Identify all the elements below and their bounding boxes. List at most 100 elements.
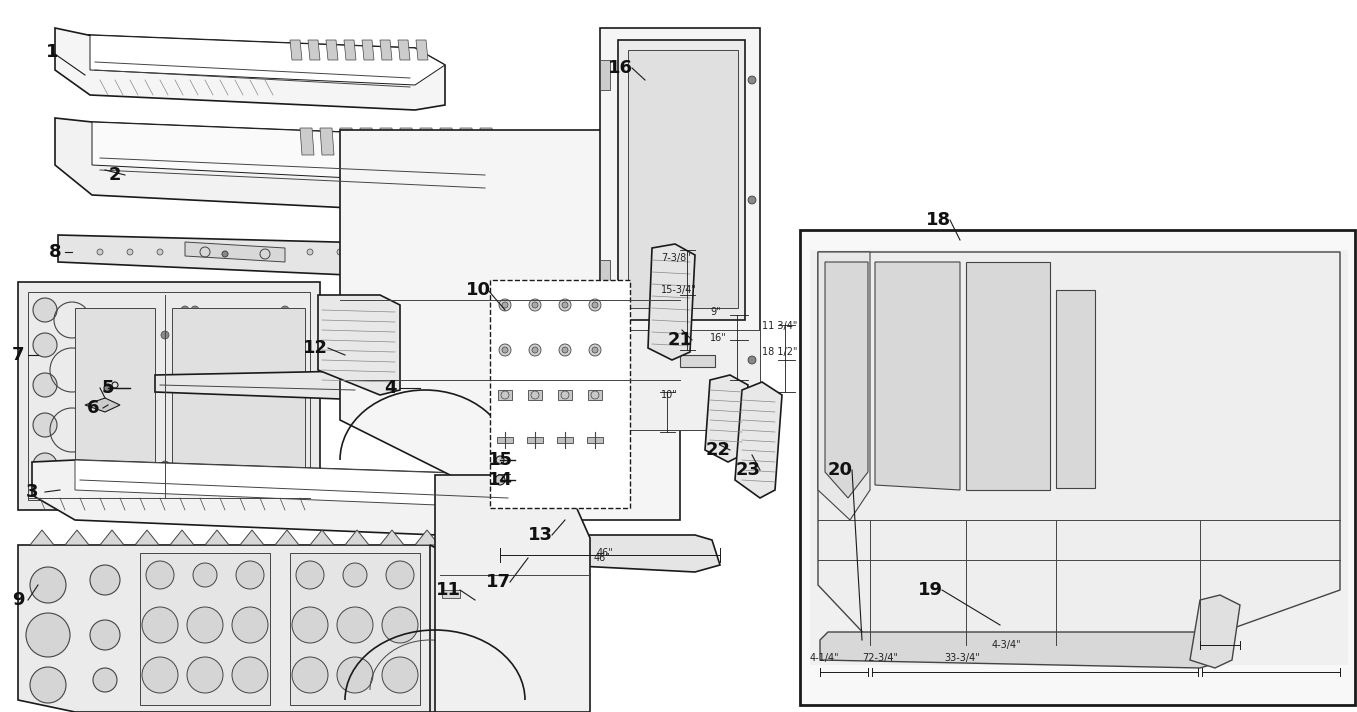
- Circle shape: [90, 565, 119, 595]
- Polygon shape: [308, 40, 320, 60]
- Text: 7: 7: [12, 346, 24, 364]
- Polygon shape: [825, 262, 868, 498]
- Circle shape: [497, 456, 503, 464]
- Bar: [680, 355, 715, 367]
- Polygon shape: [380, 40, 392, 60]
- Polygon shape: [465, 370, 478, 398]
- Circle shape: [748, 356, 756, 364]
- Polygon shape: [735, 382, 782, 498]
- Polygon shape: [380, 530, 404, 545]
- Polygon shape: [170, 530, 194, 545]
- Polygon shape: [56, 28, 445, 110]
- Circle shape: [94, 668, 117, 692]
- Text: 7-3/8": 7-3/8": [661, 253, 691, 263]
- Polygon shape: [75, 460, 546, 508]
- Polygon shape: [75, 308, 155, 490]
- Text: 16: 16: [608, 59, 632, 77]
- Circle shape: [383, 607, 418, 643]
- Circle shape: [30, 567, 66, 603]
- Text: 17: 17: [486, 573, 510, 591]
- Polygon shape: [480, 128, 494, 155]
- Circle shape: [33, 373, 57, 397]
- Text: 4-1/4": 4-1/4": [810, 653, 840, 663]
- Polygon shape: [1056, 290, 1095, 488]
- Circle shape: [307, 249, 313, 255]
- Circle shape: [296, 561, 324, 589]
- Polygon shape: [436, 475, 590, 712]
- Polygon shape: [451, 530, 474, 545]
- Circle shape: [157, 249, 163, 255]
- Text: 2: 2: [109, 166, 121, 184]
- Polygon shape: [341, 128, 354, 155]
- Text: 33-3/4": 33-3/4": [944, 653, 980, 663]
- Polygon shape: [375, 370, 387, 398]
- Polygon shape: [421, 128, 434, 155]
- Text: 11: 11: [436, 581, 460, 599]
- Polygon shape: [415, 530, 440, 545]
- Polygon shape: [155, 368, 528, 405]
- Circle shape: [499, 344, 512, 356]
- Circle shape: [187, 657, 223, 693]
- Bar: [600, 260, 611, 290]
- Circle shape: [180, 306, 189, 314]
- Polygon shape: [818, 252, 1339, 655]
- Text: 19: 19: [917, 581, 943, 599]
- Circle shape: [748, 76, 756, 84]
- Polygon shape: [430, 545, 480, 712]
- Polygon shape: [30, 530, 54, 545]
- Polygon shape: [628, 50, 738, 308]
- Circle shape: [281, 306, 289, 314]
- Text: 21: 21: [668, 331, 692, 349]
- Polygon shape: [875, 262, 959, 490]
- Polygon shape: [480, 370, 493, 398]
- Polygon shape: [56, 118, 520, 215]
- Text: 12: 12: [303, 339, 327, 357]
- Polygon shape: [18, 282, 320, 510]
- Bar: [600, 60, 611, 90]
- Circle shape: [281, 494, 289, 502]
- Polygon shape: [33, 460, 546, 538]
- Circle shape: [193, 563, 217, 587]
- Polygon shape: [558, 390, 573, 400]
- Circle shape: [26, 613, 71, 657]
- Polygon shape: [100, 530, 123, 545]
- Polygon shape: [362, 40, 375, 60]
- Circle shape: [562, 302, 569, 308]
- Circle shape: [217, 249, 223, 255]
- Polygon shape: [205, 530, 229, 545]
- Polygon shape: [85, 398, 119, 412]
- Text: 11 3/4": 11 3/4": [763, 321, 798, 331]
- Polygon shape: [389, 370, 402, 398]
- Circle shape: [187, 607, 223, 643]
- Polygon shape: [497, 437, 513, 443]
- Circle shape: [562, 347, 569, 353]
- Polygon shape: [360, 370, 372, 398]
- Polygon shape: [345, 530, 369, 545]
- Circle shape: [142, 657, 178, 693]
- Circle shape: [236, 561, 265, 589]
- Circle shape: [502, 347, 508, 353]
- Circle shape: [592, 302, 598, 308]
- Polygon shape: [436, 370, 446, 398]
- Text: 23: 23: [735, 461, 760, 479]
- Polygon shape: [820, 632, 1220, 668]
- Circle shape: [33, 453, 57, 477]
- Circle shape: [559, 344, 571, 356]
- Circle shape: [337, 607, 373, 643]
- Polygon shape: [1190, 595, 1240, 668]
- Polygon shape: [451, 370, 461, 398]
- Bar: [490, 280, 630, 508]
- Text: 9": 9": [710, 307, 721, 317]
- Text: 18: 18: [925, 211, 950, 229]
- Circle shape: [33, 333, 57, 357]
- Polygon shape: [58, 235, 440, 278]
- Circle shape: [502, 302, 508, 308]
- Circle shape: [748, 196, 756, 204]
- Circle shape: [343, 563, 366, 587]
- Polygon shape: [341, 130, 680, 520]
- Polygon shape: [556, 437, 573, 443]
- Circle shape: [559, 299, 571, 311]
- Text: 15: 15: [487, 451, 513, 469]
- Text: 22: 22: [706, 441, 730, 459]
- Text: 4-3/4": 4-3/4": [992, 640, 1022, 650]
